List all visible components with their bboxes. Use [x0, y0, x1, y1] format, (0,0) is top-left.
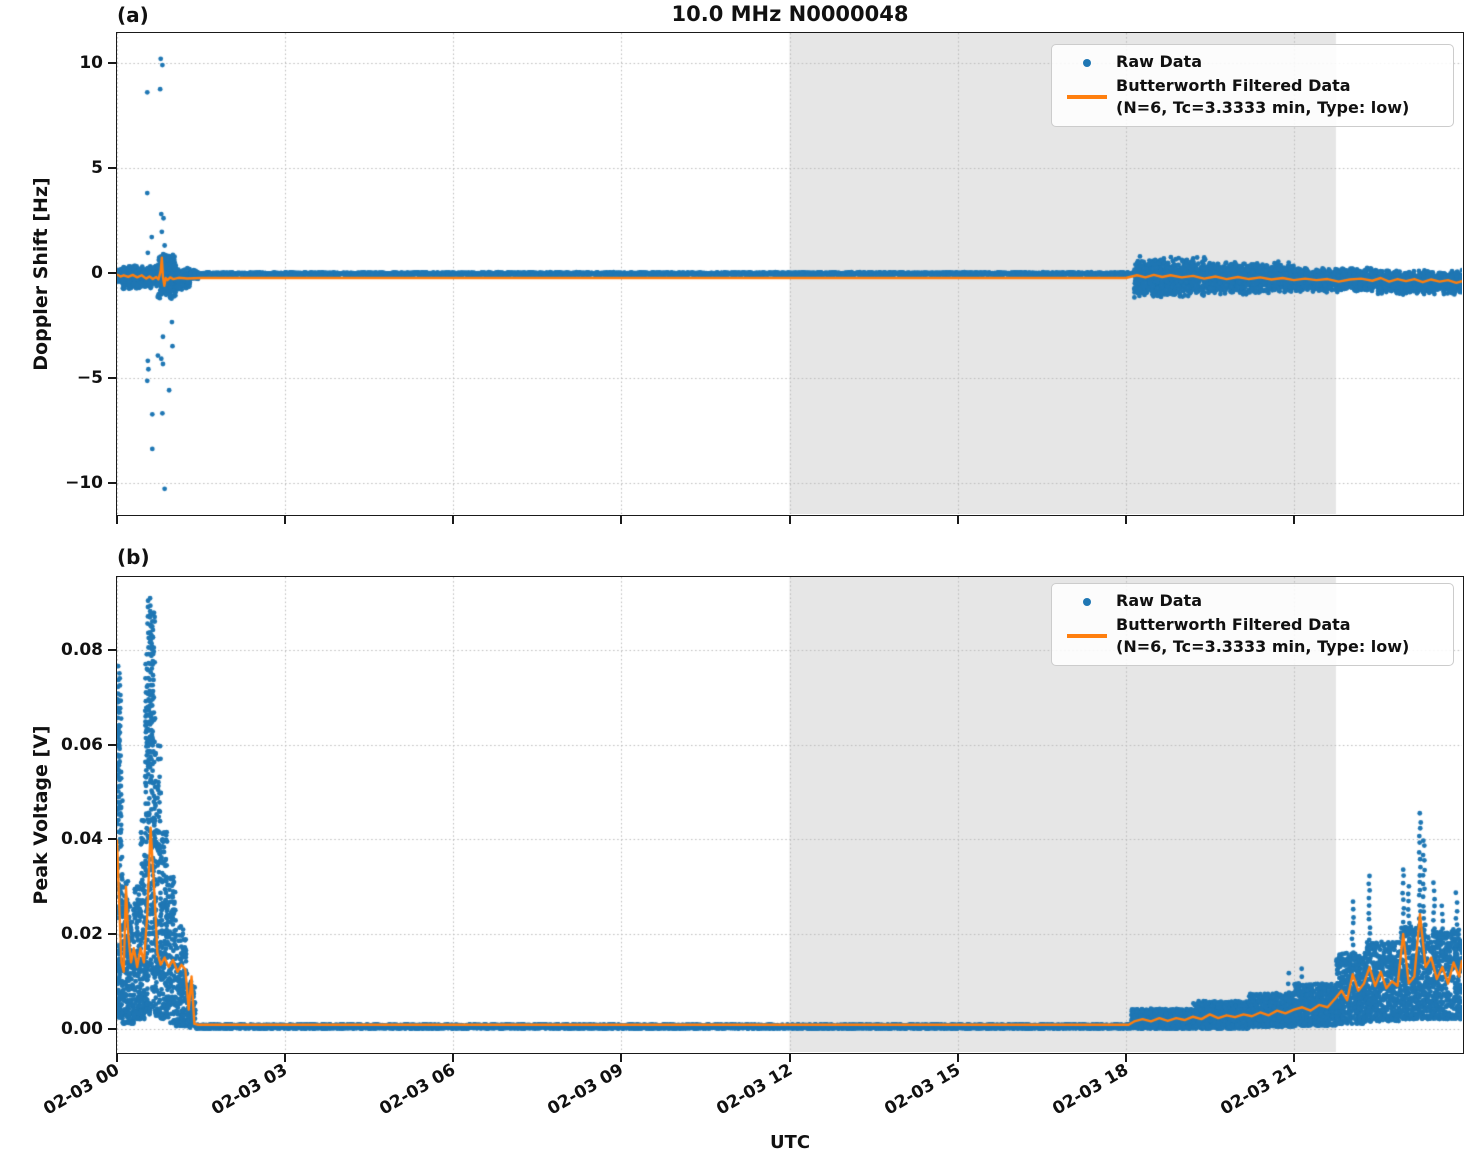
- x-tick-label: 02-03 06: [376, 1060, 460, 1120]
- x-axis-label-utc: UTC: [769, 1132, 811, 1153]
- panel-a-label: (a): [117, 3, 149, 27]
- x-tick-label: 02-03 21: [1217, 1060, 1300, 1120]
- legend-filtered-label: Butterworth Filtered Data (N=6, Tc=3.333…: [1116, 76, 1410, 117]
- x-tick-mark: [1124, 1053, 1127, 1062]
- x-tick-mark: [116, 515, 118, 524]
- x-tick-label: 02-03 09: [544, 1060, 628, 1120]
- x-tick-mark: [284, 1053, 287, 1062]
- y-tick-label: 0.00: [61, 1018, 103, 1039]
- figure-title: 10.0 MHz N0000048: [671, 2, 909, 26]
- y-tick-mark: [108, 743, 117, 746]
- legend-raw-label: Raw Data: [1116, 52, 1202, 71]
- x-tick-label: 02-03 03: [208, 1060, 292, 1120]
- x-tick-mark: [452, 1053, 455, 1062]
- y-tick-label: 10: [79, 52, 103, 73]
- y-tick-mark: [108, 932, 117, 935]
- filtered-data-line-icon: [1058, 614, 1116, 658]
- y-tick-mark: [108, 166, 117, 169]
- y-tick-label: 0.06: [61, 734, 103, 755]
- legend-item-filtered-data: Butterworth Filtered Data (N=6, Tc=3.333…: [1058, 614, 1443, 658]
- x-tick-mark: [1292, 1053, 1295, 1062]
- y-tick-mark: [108, 838, 117, 841]
- y-tick-label: 0.08: [61, 640, 103, 661]
- x-tick-mark: [620, 515, 623, 524]
- legend-panel-a: Raw Data Butterworth Filtered Data (N=6,…: [1051, 44, 1454, 127]
- x-tick-mark: [284, 515, 287, 524]
- y-tick-label: −5: [76, 367, 103, 388]
- raw-data-dot-icon: [1058, 590, 1116, 614]
- x-tick-mark: [1124, 515, 1127, 524]
- legend-item-raw-data: Raw Data: [1058, 590, 1443, 614]
- x-tick-label: 02-03 15: [880, 1060, 964, 1120]
- x-tick-label: 02-03 00: [40, 1060, 123, 1120]
- legend-panel-b: Raw Data Butterworth Filtered Data (N=6,…: [1051, 583, 1454, 666]
- y-tick-label: 5: [91, 157, 103, 178]
- legend-filtered-label: Butterworth Filtered Data (N=6, Tc=3.333…: [1116, 615, 1410, 656]
- y-tick-label: 0: [91, 262, 103, 283]
- y-tick-mark: [108, 481, 117, 484]
- x-tick-mark: [116, 1053, 118, 1062]
- x-tick-mark: [620, 1053, 623, 1062]
- filtered-data-line-icon: [1058, 75, 1116, 119]
- legend-raw-label: Raw Data: [1116, 591, 1202, 610]
- peak-voltage-plot-area: Raw Data Butterworth Filtered Data (N=6,…: [116, 576, 1464, 1054]
- x-tick-mark: [788, 1053, 791, 1062]
- legend-item-filtered-data: Butterworth Filtered Data (N=6, Tc=3.333…: [1058, 75, 1443, 119]
- x-tick-mark: [452, 515, 455, 524]
- y-tick-label: 0.02: [61, 923, 103, 944]
- y-tick-mark: [108, 649, 117, 652]
- x-tick-mark: [1292, 515, 1295, 524]
- x-tick-label: 02-03 12: [712, 1060, 796, 1120]
- y-tick-mark: [108, 376, 117, 379]
- y-tick-mark: [108, 271, 117, 274]
- y-tick-mark: [108, 1027, 117, 1030]
- raw-data-dot-icon: [1058, 51, 1116, 75]
- x-tick-mark: [956, 1053, 959, 1062]
- x-tick-mark: [788, 515, 791, 524]
- legend-item-raw-data: Raw Data: [1058, 51, 1443, 75]
- x-tick-label: 02-03 18: [1049, 1060, 1132, 1120]
- x-tick-mark: [956, 515, 959, 524]
- y-tick-mark: [108, 61, 117, 64]
- doppler-shift-plot-area: Raw Data Butterworth Filtered Data (N=6,…: [116, 32, 1464, 516]
- panel-b-label: (b): [117, 545, 150, 569]
- y-tick-label: 0.04: [61, 829, 103, 850]
- y-tick-label: −10: [65, 472, 103, 493]
